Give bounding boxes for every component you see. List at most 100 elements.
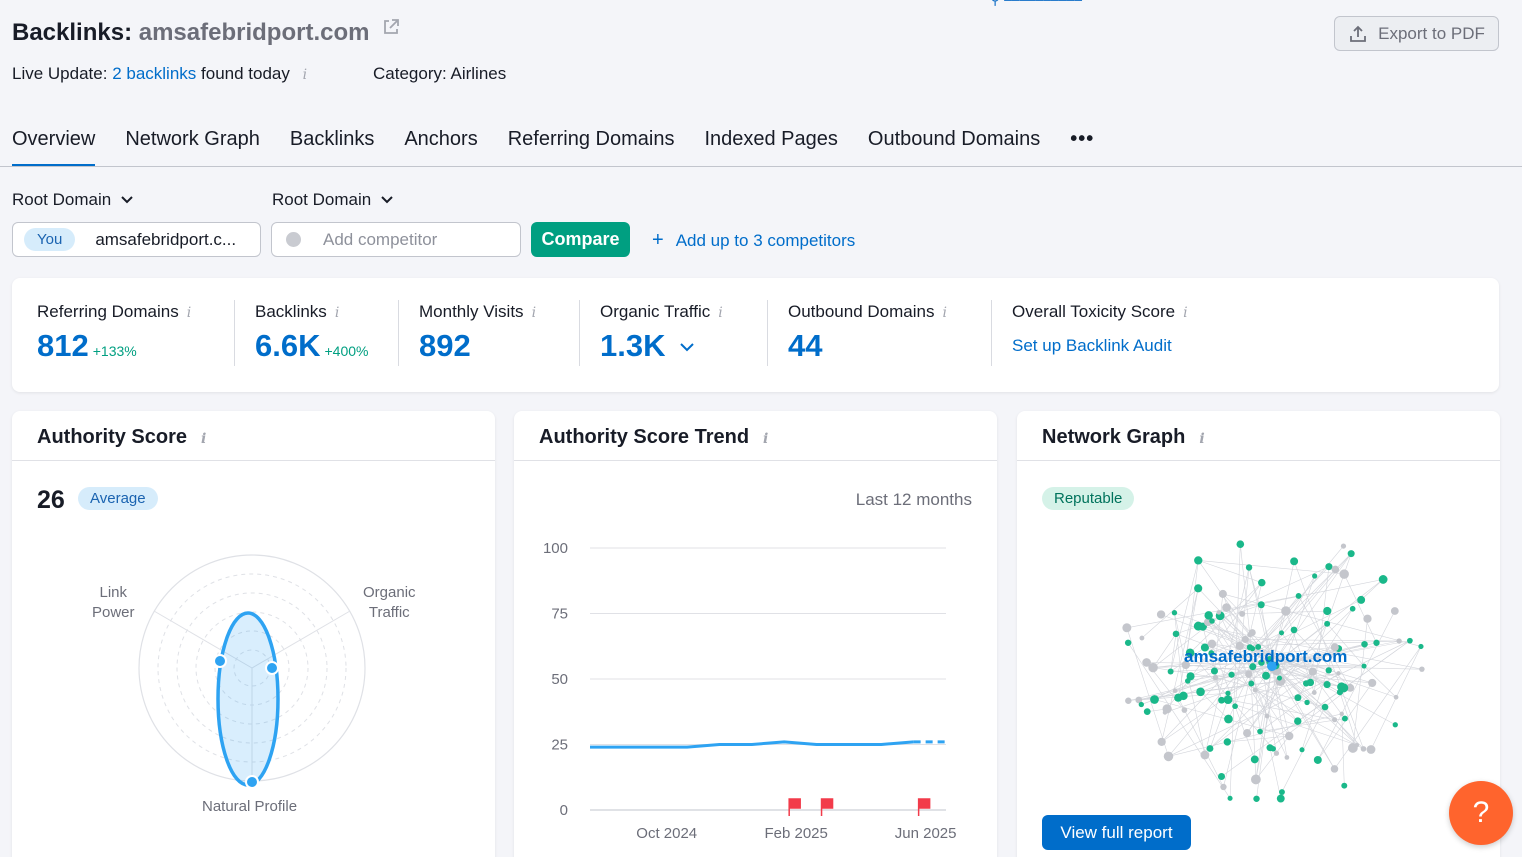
tab-overview[interactable]: Overview <box>12 128 96 167</box>
info-icon[interactable]: i <box>201 431 207 447</box>
you-domain-field[interactable]: You amsafebridport.c... <box>12 222 261 257</box>
radar-point-link-power <box>213 654 227 668</box>
you-root-domain-dropdown[interactable]: Root Domain <box>12 190 133 210</box>
tab-outbound-domains[interactable]: Outbound Domains <box>867 128 1041 150</box>
tab-indexed-pages[interactable]: Indexed Pages <box>704 128 838 150</box>
info-icon[interactable]: i <box>1199 431 1205 447</box>
info-icon[interactable]: i <box>186 305 192 321</box>
graph-edge <box>1185 560 1199 665</box>
graph-node <box>1304 699 1310 706</box>
event-flag-icon <box>917 798 931 816</box>
network-graph-visual[interactable] <box>1107 501 1437 811</box>
category-label: Category: Airlines <box>373 64 507 83</box>
metric-organic-traffic: Organic Traffic i 1.3K <box>600 302 723 363</box>
chevron-down-icon[interactable] <box>680 343 694 352</box>
view-full-report-button[interactable]: View full report <box>1042 815 1191 850</box>
graph-node <box>1276 794 1285 803</box>
graph-edge <box>1251 683 1257 780</box>
graph-edge <box>1223 666 1254 788</box>
live-backlinks-link[interactable]: 2 backlinks <box>112 64 197 83</box>
graph-edge <box>1198 560 1262 583</box>
graph-node <box>1171 610 1178 616</box>
graph-edge <box>1271 629 1295 667</box>
metric-monthly-visits: Monthly Visits i 892 <box>419 302 537 363</box>
help-button[interactable]: ? <box>1449 781 1513 845</box>
metric-value[interactable]: 812 <box>37 328 89 363</box>
graph-edge <box>1161 588 1199 742</box>
graph-node <box>1223 695 1233 705</box>
graph-node <box>1217 772 1226 781</box>
metric-backlinks: Backlinks i 6.6K +400% <box>255 302 369 363</box>
graph-edge <box>1255 670 1278 780</box>
info-icon[interactable]: i <box>334 305 340 321</box>
graph-node <box>1241 635 1249 644</box>
y-tick-label: 100 <box>543 540 568 557</box>
graph-node <box>1210 667 1218 675</box>
graph-node <box>1204 611 1213 620</box>
graph-edge <box>1202 626 1422 670</box>
tab-anchors[interactable]: Anchors <box>404 128 478 150</box>
metric-value[interactable]: 44 <box>788 328 823 363</box>
graph-node <box>1139 635 1145 641</box>
graph-node <box>1290 626 1298 634</box>
chevron-down-icon <box>121 196 133 204</box>
graph-edge <box>1211 620 1290 737</box>
axis-label-natural-profile: Natural Profile <box>202 798 298 815</box>
competitor-field[interactable] <box>271 222 521 257</box>
tab-backlinks[interactable]: Backlinks <box>289 128 375 150</box>
graph-edge <box>1197 588 1273 667</box>
info-icon[interactable]: i <box>531 305 537 321</box>
graph-edge <box>1271 553 1352 667</box>
y-tick-label: 75 <box>551 606 568 623</box>
graph-node <box>1245 564 1253 571</box>
graph-node <box>1306 678 1315 687</box>
add-competitors-link[interactable]: + Add up to 3 competitors <box>652 229 856 251</box>
graph-edge <box>1255 689 1298 722</box>
metric-value[interactable]: 892 <box>419 328 471 363</box>
period-selector[interactable]: Last 12 months <box>855 490 972 509</box>
export-pdf-button[interactable]: Export to PDF <box>1334 16 1499 51</box>
graph-edge <box>1269 687 1351 748</box>
graph-node <box>1418 643 1424 650</box>
graph-node <box>1218 696 1225 704</box>
graph-node <box>1174 693 1183 702</box>
info-icon[interactable]: i <box>942 305 947 321</box>
series-line <box>590 740 914 749</box>
graph-node <box>1236 540 1245 548</box>
graph-edge <box>1126 595 1299 629</box>
more-tabs-button[interactable]: ••• <box>1070 128 1095 150</box>
graph-edge <box>1275 665 1335 770</box>
graph-node <box>1324 620 1331 627</box>
graph-node <box>1270 746 1276 752</box>
info-icon[interactable]: i <box>763 431 769 447</box>
info-icon[interactable]: i <box>718 305 723 321</box>
metric-delta: +400% <box>324 343 369 359</box>
external-link-icon[interactable] <box>382 18 400 36</box>
graph-node <box>1225 690 1231 696</box>
metric-value[interactable]: 6.6K <box>255 328 321 363</box>
graph-node <box>1228 671 1235 678</box>
metric-value[interactable]: 1.3K <box>600 328 666 363</box>
graph-edge <box>1177 588 1199 698</box>
metric-referring-domains: Referring Domains i 812 +133% <box>37 302 192 363</box>
graph-edge <box>1271 665 1422 670</box>
compare-button[interactable]: Compare <box>531 222 630 257</box>
tab-referring-domains[interactable]: Referring Domains <box>507 128 675 150</box>
graph-edge <box>1154 680 1188 700</box>
info-icon[interactable]: i <box>1183 305 1188 321</box>
backlink-audit-link[interactable]: Set up Backlink Audit <box>1012 336 1172 355</box>
graph-node <box>1150 695 1159 704</box>
graph-node <box>1323 606 1332 616</box>
authority-trend-chart: 0 25 50 75 100 Oct 2024 Feb 2025 Jun 2025 <box>543 540 957 841</box>
graph-node <box>1349 605 1356 612</box>
graph-node <box>1323 681 1331 689</box>
competitor-input[interactable] <box>323 229 503 250</box>
graph-node <box>1162 710 1168 715</box>
graph-node <box>1368 678 1377 688</box>
graph-edge <box>1168 713 1342 757</box>
graph-edge <box>1239 640 1400 647</box>
score-level-badge: Average <box>78 487 158 510</box>
info-icon[interactable]: i <box>302 67 308 83</box>
tab-network-graph[interactable]: Network Graph <box>125 128 260 150</box>
competitor-root-domain-dropdown[interactable]: Root Domain <box>272 190 393 210</box>
